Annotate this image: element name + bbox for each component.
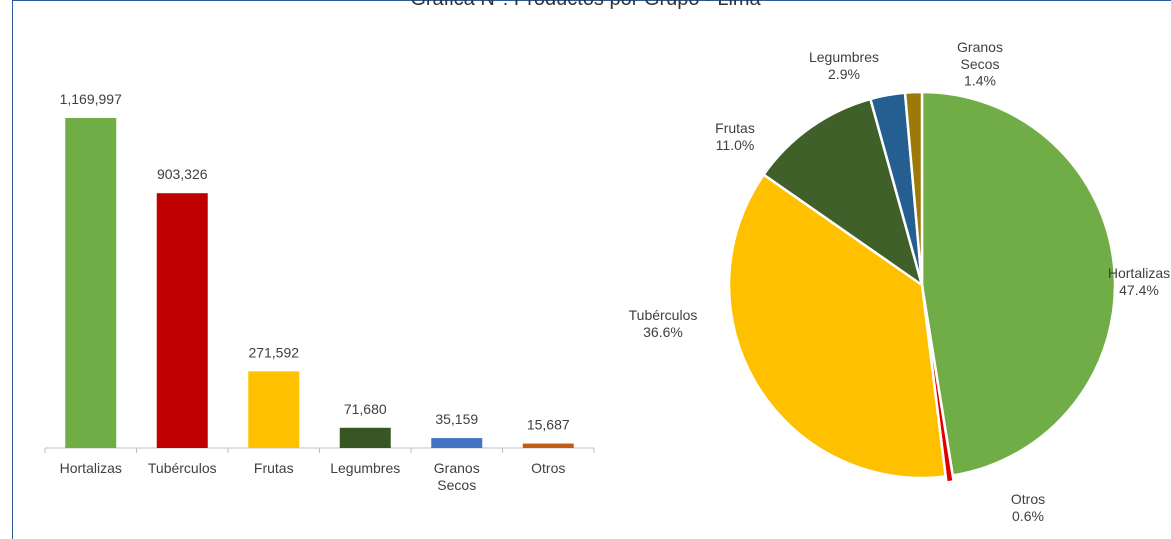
pie-label-0: Hortalizas 47.4% [1108,265,1170,298]
bar-value-label-1-line: 903,326 [157,166,208,182]
x-tick-label-2: Frutas [254,460,294,476]
pie-slice-5 [903,90,924,286]
pie-label-5-line: Secos [961,56,1000,72]
x-tick-label-0: Hortalizas [60,460,122,476]
x-tick-label-2-line: Frutas [254,460,294,476]
pie-label-5-line: Granos [957,39,1003,55]
bar-value-label-1: 903,326 [157,166,208,182]
chart-frame [12,0,1171,539]
x-tick-label-5-line: Otros [531,460,565,476]
pie-label-4: Legumbres 2.9% [809,49,879,82]
pie-label-2: Tubérculos 36.6% [629,307,698,340]
pie-label-3-line: Frutas [715,120,755,136]
pie-label-0-line: Hortalizas [1108,265,1170,281]
bar-value-label-0-line: 1,169,997 [60,91,122,107]
bar-value-label-3: 71,680 [344,401,387,417]
pie-label-1: Otros 0.6% [1011,491,1045,524]
pie-label-2-line: Tubérculos [629,307,698,323]
bar-value-label-4-line: 35,159 [435,411,478,427]
pie-label-5: Granos Secos 1.4% [957,39,1003,89]
pie-label-2-line: 36.6% [643,324,683,340]
bar-value-label-2: 271,592 [248,344,299,360]
bar-3 [339,427,391,448]
x-tick-label-0-line: Hortalizas [60,460,122,476]
bar-value-label-4: 35,159 [435,411,478,427]
pie-label-0-line: 47.4% [1119,282,1159,298]
bar-value-label-3-line: 71,680 [344,401,387,417]
bar-value-label-0: 1,169,997 [60,91,122,107]
pie-slice-1 [921,290,956,484]
x-tick-label-3-line: Legumbres [330,460,400,476]
x-tick-label-4-line: Granos [434,460,480,476]
x-tick-label-1-line: Tubérculos [148,460,217,476]
pie-label-1-line: Otros [1011,491,1045,507]
pie-label-3: Frutas 11.0% [715,120,755,153]
x-tick-label-4-line: Secos [437,477,476,493]
bar-value-label-5-line: 15,687 [527,417,570,433]
bar-0 [65,118,117,448]
bar-1 [156,193,208,448]
pie-label-3-line: 11.0% [716,137,755,153]
bar-2 [248,371,300,448]
x-tick-label-5: Otros [531,460,565,476]
pie-slice-2 [727,172,948,480]
bar-5 [522,443,574,448]
x-tick-label-4: Granos Secos [434,460,480,493]
pie-label-4-line: 2.9% [828,66,860,82]
pie-slice-0 [920,90,1117,477]
bar-value-label-5: 15,687 [527,417,570,433]
x-tick-label-3: Legumbres [330,460,400,476]
pie-label-4-line: Legumbres [809,49,879,65]
chart-title: Gráfica N°: Productos por Grupo - Lima [0,0,1171,11]
bar-value-label-2-line: 271,592 [248,344,299,360]
x-tick-label-1: Tubérculos [148,460,217,476]
pie-label-5-line: 1.4% [964,73,996,89]
bar-4 [431,438,483,448]
pie-label-1-line: 0.6% [1012,508,1044,524]
